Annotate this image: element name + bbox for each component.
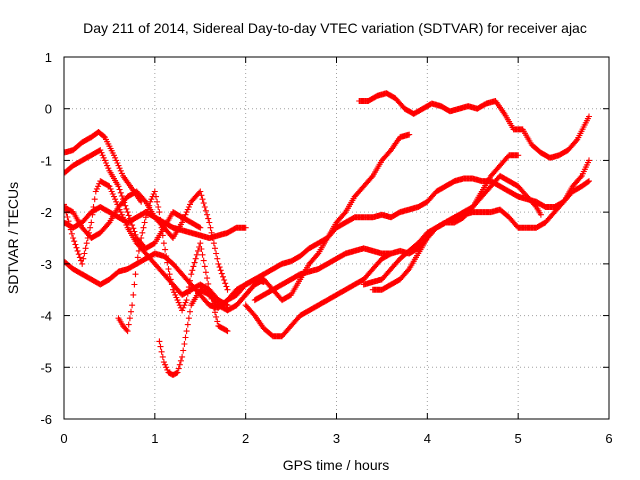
series-s14 <box>360 172 544 288</box>
y-tick-label: -1 <box>40 153 52 168</box>
y-tick-label: -5 <box>40 360 52 375</box>
x-tick-label: 4 <box>424 431 431 446</box>
y-tick-label: 0 <box>45 102 52 117</box>
axis-ticks: 0 1 2 3 4 5 6 -6 -5 -4 -3 -2 -1 0 1 <box>40 50 612 446</box>
data-point-marks <box>360 172 544 288</box>
x-tick-label: 3 <box>333 431 340 446</box>
series-s13 <box>356 90 592 161</box>
grid-lines <box>64 57 609 419</box>
x-tick-label: 5 <box>515 431 522 446</box>
series-s5 <box>64 250 267 311</box>
y-tick-label: -4 <box>40 309 52 324</box>
series-s6 <box>64 178 231 309</box>
x-tick-label: 1 <box>151 431 158 446</box>
chart-title: Day 211 of 2014, Sidereal Day-to-day VTE… <box>83 20 587 36</box>
data-point-marks <box>64 250 267 311</box>
data-point-marks <box>356 90 592 161</box>
series-s15 <box>369 152 522 293</box>
y-tick-label: -2 <box>40 205 52 220</box>
data-point-marks <box>242 157 592 340</box>
series-s7 <box>115 188 231 335</box>
series-s12 <box>251 245 394 304</box>
x-tick-label: 0 <box>60 431 67 446</box>
y-tick-label: -6 <box>40 412 52 427</box>
data-point-marks <box>233 175 592 309</box>
data-point-marks <box>369 152 522 293</box>
data-point-marks <box>251 245 394 304</box>
x-axis-label: GPS time / hours <box>283 457 390 473</box>
data-point-marks <box>115 188 231 335</box>
x-tick-label: 6 <box>605 431 612 446</box>
data-point-marks <box>64 178 231 309</box>
series-s10 <box>233 175 592 309</box>
y-axis-label: SDTVAR / TECUs <box>5 182 21 294</box>
x-tick-label: 2 <box>242 431 249 446</box>
series-s11 <box>242 157 592 340</box>
data-series <box>64 90 592 378</box>
y-tick-label: 1 <box>45 50 52 65</box>
y-tick-label: -3 <box>40 257 52 272</box>
